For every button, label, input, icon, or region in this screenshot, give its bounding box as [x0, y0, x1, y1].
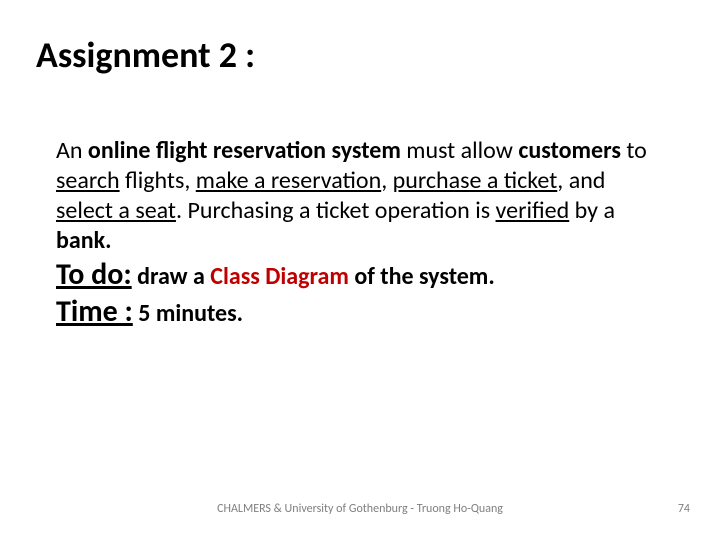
text: by a — [569, 196, 615, 225]
text-bold: 5 minutes. — [133, 299, 243, 328]
text-bold: customers — [518, 136, 621, 165]
text-bold: bank. — [56, 226, 112, 255]
text-underline: search — [56, 166, 120, 195]
text: . Purchasing a ticket operation is — [176, 196, 496, 225]
assignment-paragraph: An online flight reservation system must… — [56, 136, 652, 256]
text: flights, — [120, 166, 196, 195]
todo-label: To do: — [56, 256, 132, 293]
time-line: Time : 5 minutes. — [56, 293, 652, 331]
text-underline: purchase a ticket — [393, 166, 558, 195]
text-accent: Class Diagram — [210, 262, 349, 291]
todo-line: To do: draw a Class Diagram of the syste… — [56, 256, 652, 294]
text: , — [381, 166, 392, 195]
footer-text: CHALMERS & University of Gothenburg - Tr… — [0, 502, 720, 516]
text-bold: of the system. — [349, 262, 495, 291]
text-underline: select a seat — [56, 196, 176, 225]
text-underline: make a reservation — [196, 166, 381, 195]
slide-body: An online flight reservation system must… — [56, 136, 652, 331]
text-bold: draw a — [132, 262, 211, 291]
text-bold: online flight reservation system — [88, 136, 401, 165]
text-underline: verified — [496, 196, 570, 225]
page-number: 74 — [678, 502, 690, 516]
time-label: Time : — [56, 293, 133, 330]
text: An — [56, 136, 88, 165]
text: to — [621, 136, 647, 165]
text: , and — [557, 166, 605, 195]
text: must allow — [401, 136, 518, 165]
slide: Assignment 2 : An online flight reservat… — [0, 0, 720, 540]
slide-title: Assignment 2 : — [36, 36, 672, 76]
